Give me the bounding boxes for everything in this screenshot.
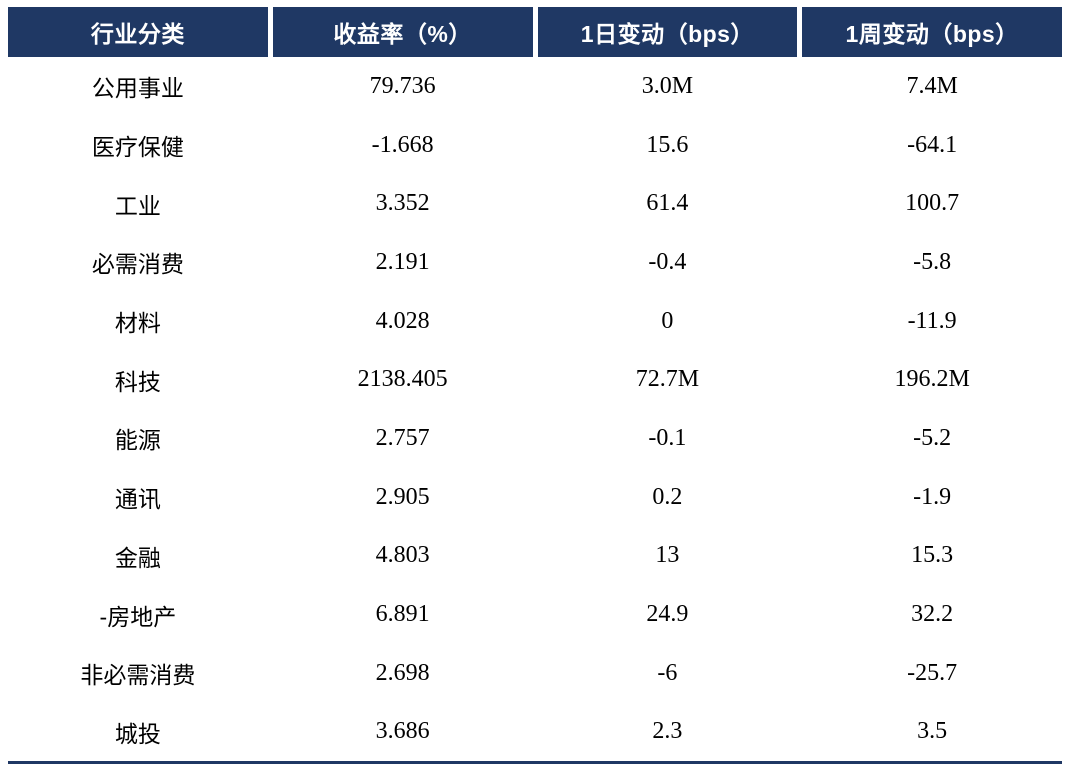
table-header-row: 行业分类 收益率（%） 1日变动（bps） 1周变动（bps） [8, 7, 1062, 57]
column-header-week-change: 1周变动（bps） [802, 7, 1062, 57]
table-row: 材料 4.028 0 -11.9 [8, 291, 1062, 351]
industry-cell: 城投 [8, 702, 268, 762]
industry-cell: 医疗保健 [8, 115, 268, 175]
industry-cell: 通讯 [8, 467, 268, 527]
yield-cell: 4.028 [272, 291, 533, 351]
day-change-cell: -0.4 [537, 233, 798, 292]
yield-cell: 2.191 [272, 233, 533, 292]
week-change-cell: -11.9 [802, 291, 1062, 351]
industry-cell: 材料 [8, 291, 268, 351]
industry-cell: 非必需消费 [8, 643, 268, 703]
table-row: 科技 2138.405 72.7M 196.2M [8, 350, 1062, 410]
yield-cell: 2.698 [272, 643, 533, 703]
week-change-cell: 3.5 [802, 702, 1062, 762]
yield-cell: -1.668 [272, 115, 533, 175]
yield-cell: 2.757 [272, 409, 533, 468]
week-change-cell: 196.2M [802, 350, 1062, 410]
day-change-cell: 61.4 [537, 174, 798, 234]
week-change-cell: 7.4M [802, 57, 1062, 116]
yield-cell: 3.686 [272, 702, 533, 762]
week-change-cell: 100.7 [802, 174, 1062, 234]
industry-cell: 金融 [8, 526, 268, 586]
yield-cell: 6.891 [272, 585, 533, 644]
industry-cell: 工业 [8, 174, 268, 234]
table-bottom-border [8, 761, 1062, 765]
table-row: 医疗保健 -1.668 15.6 -64.1 [8, 115, 1062, 175]
week-change-cell: -25.7 [802, 643, 1062, 703]
week-change-cell: -64.1 [802, 115, 1062, 175]
week-change-cell: -1.9 [802, 467, 1062, 527]
day-change-cell: 13 [537, 526, 798, 586]
day-change-cell: -6 [537, 643, 798, 703]
column-header-yield: 收益率（%） [272, 7, 533, 57]
yield-cell: 2.905 [272, 467, 533, 527]
industry-yield-table: 行业分类 收益率（%） 1日变动（bps） 1周变动（bps） 公用事业 79.… [8, 7, 1062, 765]
day-change-cell: 0 [537, 291, 798, 351]
week-change-cell: -5.8 [802, 233, 1062, 292]
table-row: 能源 2.757 -0.1 -5.2 [8, 409, 1062, 468]
yield-cell: 4.803 [272, 526, 533, 586]
day-change-cell: 15.6 [537, 115, 798, 175]
day-change-cell: 24.9 [537, 585, 798, 644]
industry-cell: 能源 [8, 409, 268, 468]
day-change-cell: 0.2 [537, 467, 798, 527]
week-change-cell: 15.3 [802, 526, 1062, 586]
table-row: 城投 3.686 2.3 3.5 [8, 702, 1062, 762]
table-row: -房地产 6.891 24.9 32.2 [8, 585, 1062, 644]
industry-cell: 必需消费 [8, 233, 268, 292]
yield-cell: 2138.405 [272, 350, 533, 410]
column-header-industry: 行业分类 [8, 7, 268, 57]
table-row: 工业 3.352 61.4 100.7 [8, 174, 1062, 234]
week-change-cell: 32.2 [802, 585, 1062, 644]
industry-cell: 公用事业 [8, 57, 268, 116]
industry-cell: 科技 [8, 350, 268, 410]
day-change-cell: -0.1 [537, 409, 798, 468]
yield-cell: 79.736 [272, 57, 533, 116]
day-change-cell: 72.7M [537, 350, 798, 410]
column-header-day-change: 1日变动（bps） [537, 7, 798, 57]
week-change-cell: -5.2 [802, 409, 1062, 468]
yield-cell: 3.352 [272, 174, 533, 234]
table-row: 公用事业 79.736 3.0M 7.4M [8, 57, 1062, 116]
table-row: 必需消费 2.191 -0.4 -5.8 [8, 233, 1062, 292]
table-row: 通讯 2.905 0.2 -1.9 [8, 467, 1062, 527]
table-row: 非必需消费 2.698 -6 -25.7 [8, 643, 1062, 703]
table-row: 金融 4.803 13 15.3 [8, 526, 1062, 586]
day-change-cell: 2.3 [537, 702, 798, 762]
day-change-cell: 3.0M [537, 57, 798, 116]
industry-cell: -房地产 [8, 585, 268, 644]
